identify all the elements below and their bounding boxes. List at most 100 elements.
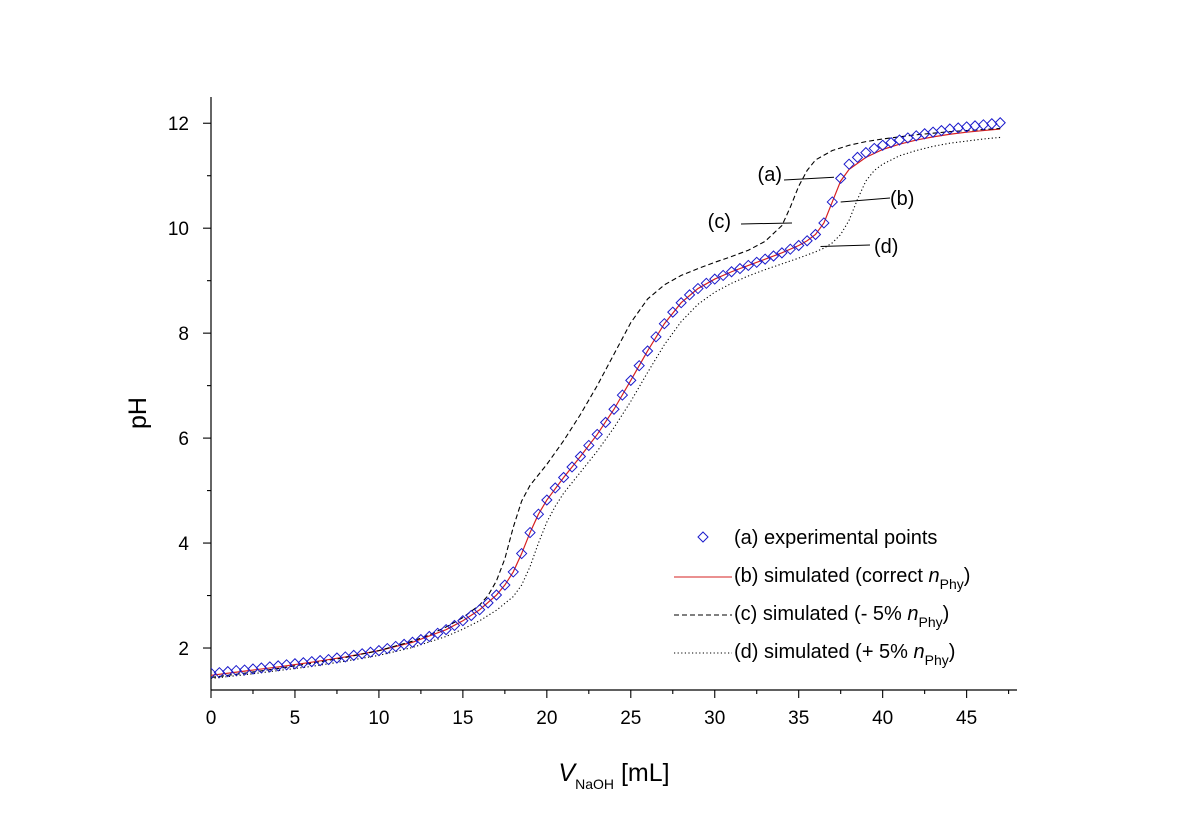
- data-point: [658, 317, 671, 330]
- data-point: [457, 615, 469, 627]
- data-point: [927, 126, 939, 138]
- data-point: [683, 289, 696, 301]
- data-point: [994, 117, 1006, 129]
- data-point: [793, 239, 805, 252]
- data-point: [583, 439, 595, 452]
- legend-label-experimental: (a) experimental points: [734, 527, 937, 549]
- data-point: [616, 389, 629, 401]
- x-axis-title-var: V: [558, 759, 577, 787]
- y-axis-title: pH: [124, 397, 152, 429]
- data-point: [499, 579, 511, 591]
- data-point: [574, 450, 587, 463]
- data-point: [717, 269, 729, 282]
- data-point: [650, 331, 662, 343]
- x-tick-label-15: 15: [452, 708, 473, 729]
- data-point: [591, 428, 603, 441]
- data-point: [448, 619, 461, 632]
- data-point: [490, 589, 503, 601]
- x-axis-title: VNaOH [mL]: [558, 759, 669, 792]
- data-point: [843, 158, 855, 170]
- series-layer: [211, 117, 1006, 679]
- x-tick-label-25: 25: [620, 708, 641, 729]
- x-axis-title-unit: [mL]: [614, 759, 670, 787]
- data-point: [885, 136, 897, 149]
- data-point: [431, 627, 444, 640]
- data-point: [440, 623, 452, 636]
- data-point: [211, 667, 217, 679]
- series-line-sim-plus5: [211, 136, 1001, 679]
- legend-marker-experimental: [697, 531, 709, 543]
- annotation-label: (b): [890, 188, 914, 210]
- data-point: [423, 630, 435, 643]
- data-point: [406, 636, 419, 648]
- data-point: [532, 508, 545, 520]
- data-point: [599, 416, 612, 429]
- annotation-leader: [783, 176, 834, 181]
- y-tick-label-4: 4: [178, 534, 189, 555]
- x-tick-label-40: 40: [872, 708, 893, 729]
- annotation-leader: [820, 244, 871, 248]
- x-tick-label-35: 35: [788, 708, 809, 729]
- data-point: [507, 566, 519, 578]
- annotation-label: (d): [874, 236, 898, 258]
- data-point: [977, 119, 990, 131]
- legend-label-sim-correct: (b) simulated (correct nPhy): [734, 565, 970, 592]
- data-point: [969, 120, 981, 132]
- legend-label-sim-minus5: (c) simulated (- 5% nPhy): [734, 603, 949, 630]
- data-point: [465, 609, 477, 622]
- data-point: [633, 359, 645, 372]
- legend: (a) experimental points (b) simulated (co…: [674, 527, 970, 668]
- y-tick-label-12: 12: [168, 114, 189, 135]
- x-tick-label-30: 30: [704, 708, 725, 729]
- data-point: [641, 345, 654, 357]
- data-point: [818, 217, 830, 229]
- data-point: [751, 256, 763, 269]
- data-point: [625, 374, 637, 387]
- data-point: [734, 262, 746, 275]
- data-point: [709, 273, 721, 285]
- data-point: [876, 139, 889, 151]
- data-point: [549, 482, 561, 494]
- data-point: [566, 461, 578, 473]
- data-point: [415, 633, 427, 646]
- series-markers-experimental: [211, 117, 1006, 679]
- data-point: [801, 235, 813, 247]
- data-point: [608, 403, 620, 415]
- y-tick-label-10: 10: [168, 219, 189, 240]
- data-point: [851, 151, 864, 164]
- data-point: [860, 146, 872, 159]
- data-point: [700, 277, 713, 290]
- legend-label-sim-plus5: (d) simulated (+ 5% nPhy): [734, 641, 955, 668]
- annotation-layer: (a) (b) (c) (d): [708, 164, 915, 258]
- data-point: [667, 306, 679, 318]
- data-point: [524, 526, 536, 539]
- data-point: [725, 266, 738, 278]
- series-line-sim-correct: [211, 128, 1001, 676]
- series-line-sim-minus5: [211, 127, 1001, 678]
- data-point: [868, 142, 880, 155]
- data-point: [482, 597, 494, 609]
- data-point: [255, 662, 268, 674]
- data-point: [834, 172, 847, 185]
- x-tick-label-10: 10: [368, 708, 389, 729]
- axis-tick-labels: 0 5 10 15 20 25 30 35 40 45 2 4 6 8 10 12: [168, 114, 977, 729]
- data-point: [935, 124, 948, 137]
- annotation-leader: [740, 222, 793, 225]
- y-tick-label-8: 8: [178, 324, 189, 345]
- x-axis-title-sub: NaOH: [575, 776, 614, 792]
- data-point: [264, 661, 276, 673]
- x-tick-label-20: 20: [536, 708, 557, 729]
- data-point: [826, 196, 838, 208]
- data-point: [784, 243, 797, 255]
- data-point: [230, 664, 242, 677]
- annotation-label: (a): [758, 164, 782, 186]
- annotation-leader: [840, 197, 891, 203]
- axis-ticks: [203, 122, 1010, 698]
- data-point: [809, 228, 822, 241]
- data-point: [541, 494, 553, 506]
- x-tick-label-0: 0: [206, 708, 217, 729]
- data-point: [986, 118, 998, 130]
- data-point: [557, 471, 570, 484]
- y-tick-label-2: 2: [178, 639, 189, 660]
